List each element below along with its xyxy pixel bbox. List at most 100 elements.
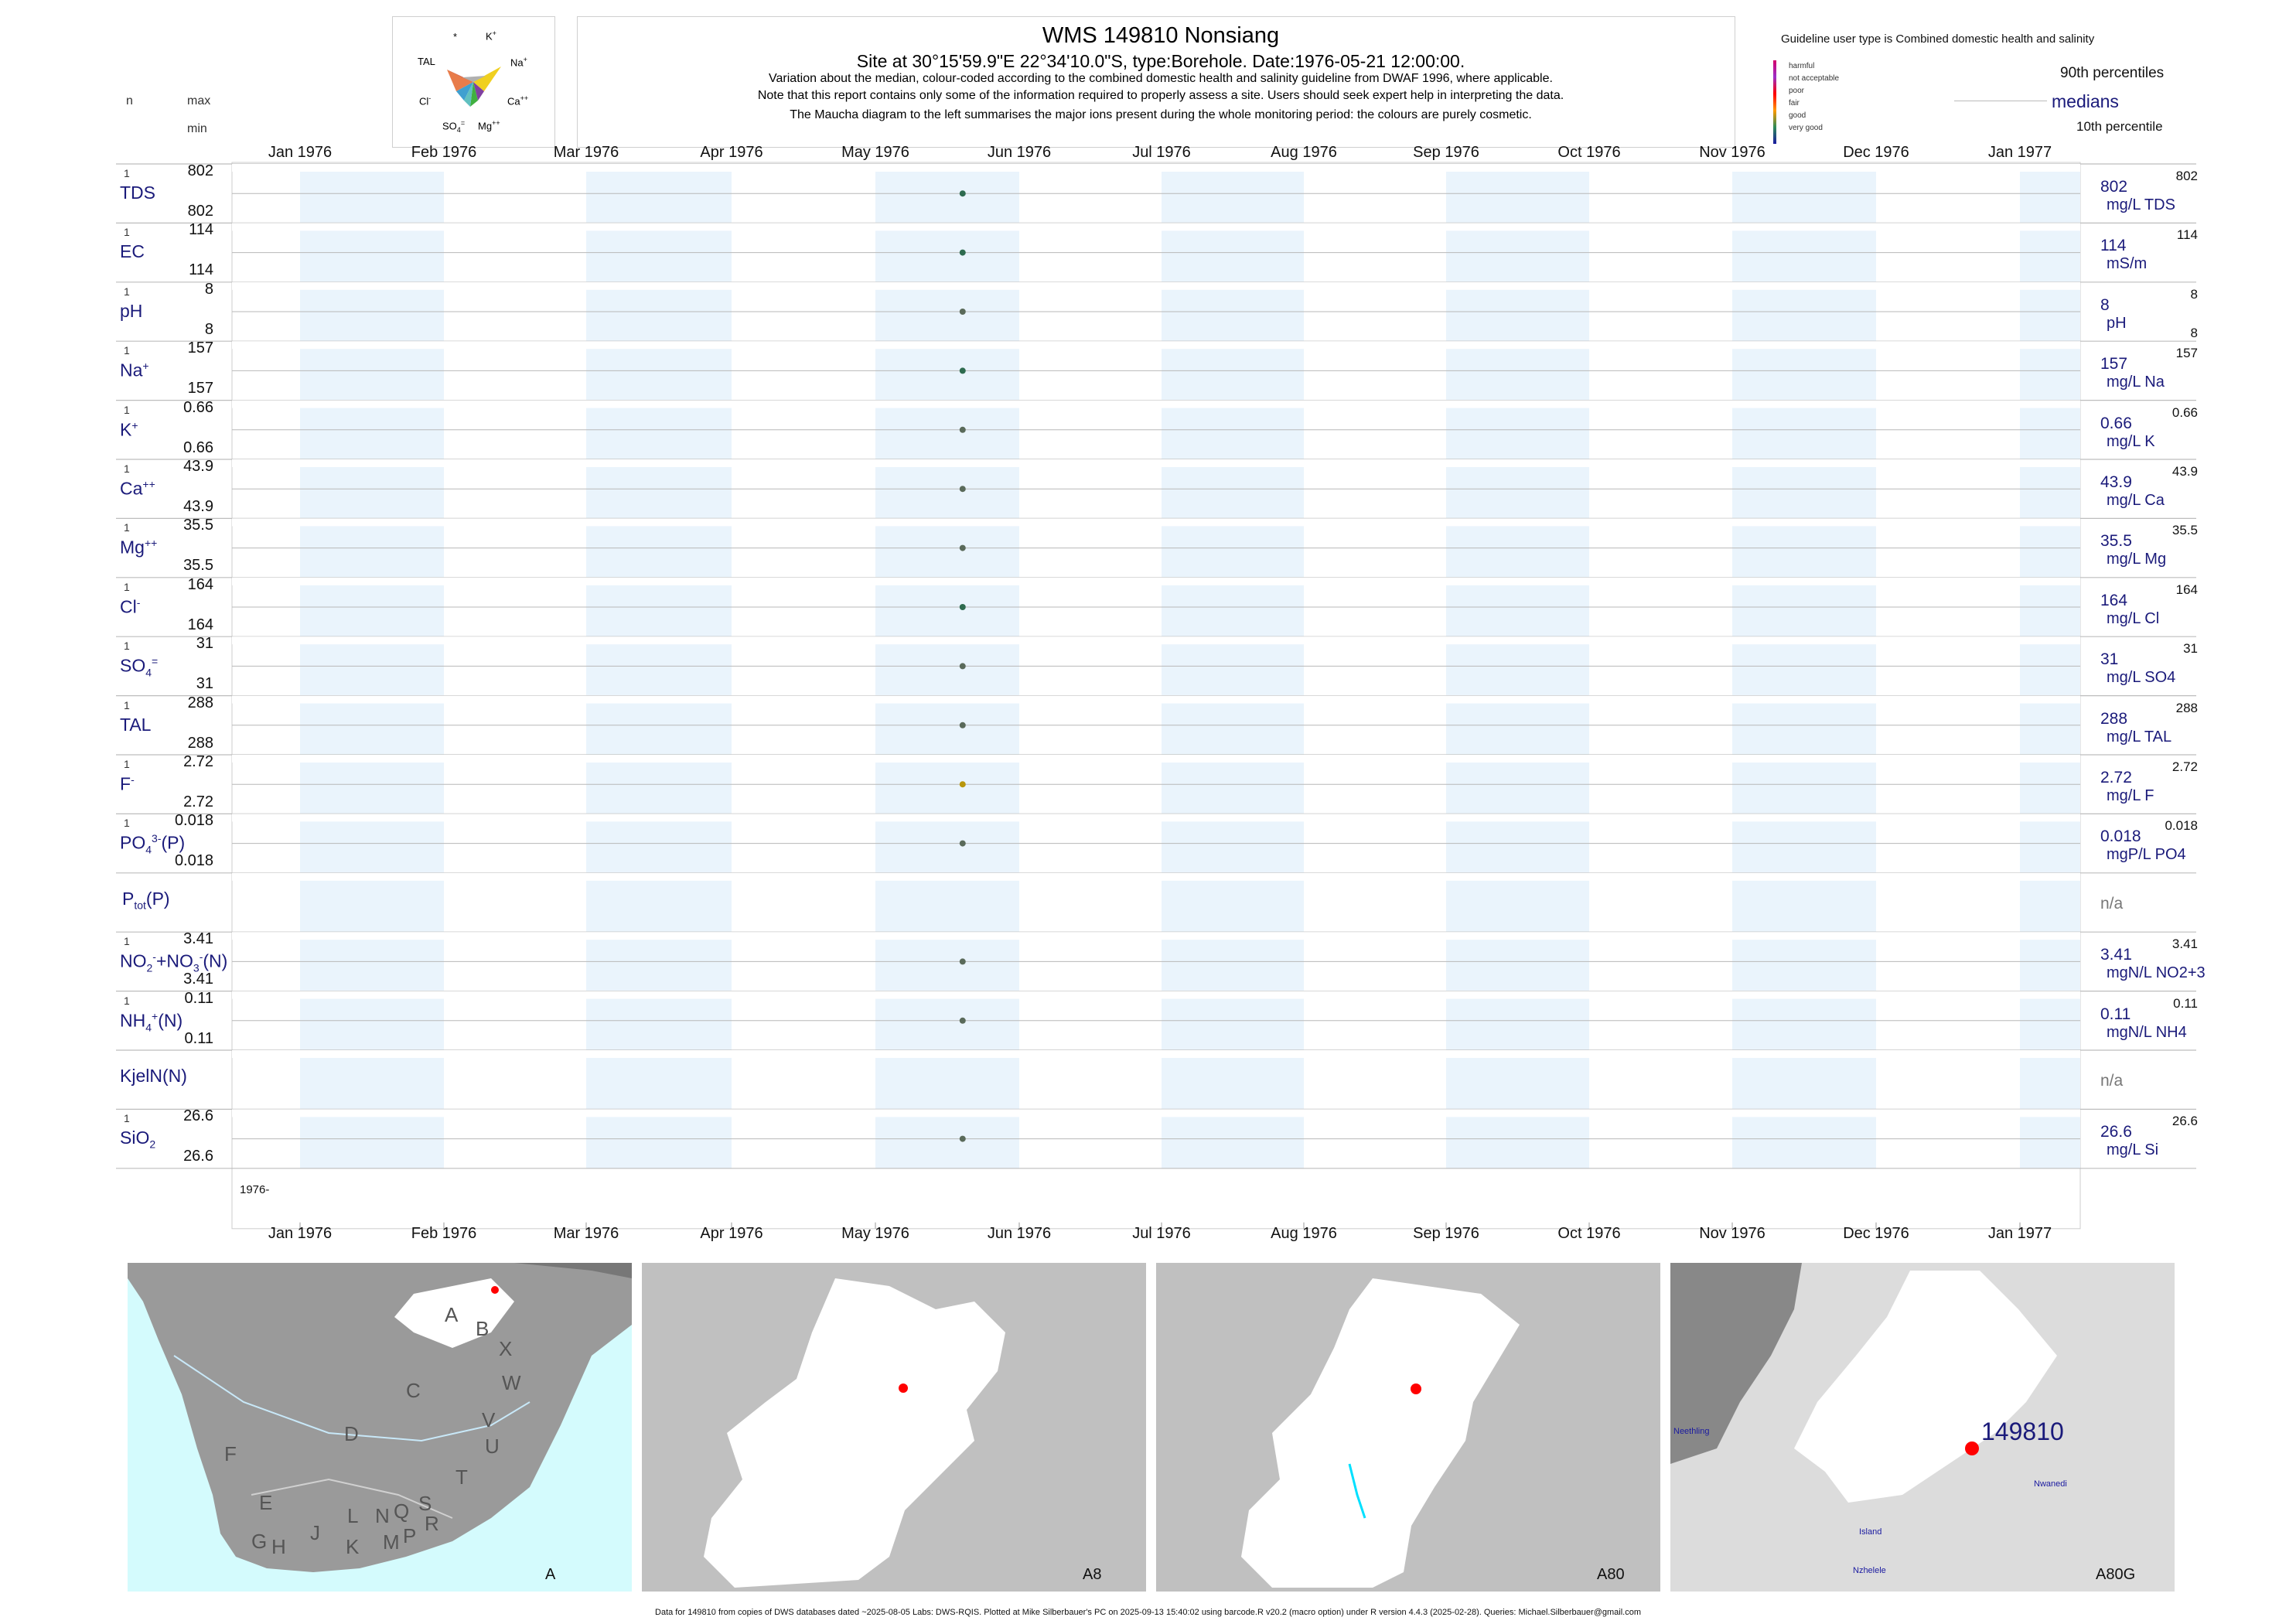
row-label: K+: [120, 418, 138, 440]
row-n-count: 1: [124, 994, 130, 1007]
x-axis-year-note: 1976-: [240, 1183, 270, 1196]
river-a80: [1348, 1463, 1366, 1519]
region-label: T: [455, 1465, 468, 1489]
maucha-tal: TAL: [418, 56, 435, 67]
data-point: [959, 249, 966, 256]
month-label-top: Sep 1976: [1413, 144, 1479, 161]
row-unit: mg/L Ca: [2107, 492, 2165, 509]
data-point: [959, 958, 966, 965]
catchment-a80: [1241, 1278, 1520, 1588]
region-label: R: [425, 1512, 439, 1535]
row-max-value: 35.5: [183, 517, 213, 534]
map2-label: A8: [1083, 1566, 1102, 1583]
row-p90-value: 31: [2183, 641, 2198, 657]
region-label: D: [344, 1422, 359, 1445]
month-label-bottom: Nov 1976: [1699, 1225, 1765, 1242]
row-p90-value: 114: [2176, 227, 2198, 243]
site-label: 149810: [1981, 1418, 2064, 1445]
region-label: C: [406, 1379, 421, 1402]
catchment-a8: [704, 1278, 1005, 1588]
row-max-value: 114: [189, 221, 213, 239]
legend-category: fair: [1789, 99, 1800, 107]
row-n-count: 1: [124, 640, 130, 653]
site-marker-a80: [1411, 1383, 1421, 1394]
row-median-value: 0.018: [2100, 827, 2141, 846]
row-n-count: 1: [124, 758, 130, 770]
row-max-value: 8: [204, 280, 213, 298]
maucha-diagram: * K+ TAL Na+ Cl- Ca++ SO4= Mg++: [392, 16, 555, 148]
data-point: [959, 1017, 966, 1024]
row-max-value: 164: [187, 575, 213, 593]
row-median-value: 3.41: [2100, 946, 2132, 964]
row-gap: [232, 341, 2080, 350]
row-p90-value: 802: [2175, 169, 2198, 183]
maucha-so4: SO4=: [442, 119, 466, 134]
row-gap: [232, 932, 2080, 940]
row-unit: mg/L Si: [2107, 1141, 2159, 1159]
month-label-top: Jun 1976: [987, 144, 1052, 161]
legend-p90: 90th percentiles: [2060, 65, 2165, 81]
row-min-value: 26.6: [183, 1148, 213, 1165]
month-label-top: Jan 1976: [268, 144, 333, 161]
month-label-top: Apr 1976: [700, 144, 763, 161]
month-label-bottom: Jan 1976: [268, 1225, 333, 1242]
region-label: N: [375, 1504, 390, 1527]
row-label: Ca++: [120, 478, 155, 499]
month-label-top: Jul 1976: [1132, 144, 1191, 161]
maucha-segment-3: [473, 67, 501, 91]
month-label-bottom: Oct 1976: [1557, 1225, 1621, 1242]
legend-category: poor: [1789, 87, 1805, 95]
region-label: L: [347, 1504, 359, 1527]
row-p10-value: 8: [2190, 325, 2198, 340]
month-label-top: Feb 1976: [411, 144, 477, 161]
maucha-segment-4: [473, 82, 484, 101]
legend-guideline-title: Guideline user type is Combined domestic…: [1781, 32, 2095, 46]
row-unit: mgN/L NO2+3: [2107, 964, 2206, 982]
region-label: X: [499, 1337, 513, 1360]
region-label: E: [259, 1491, 273, 1514]
maucha-segment-8: [462, 76, 486, 82]
place-nzhelele: Nzhelele: [1853, 1566, 1886, 1575]
row-max-value: 43.9: [183, 458, 213, 475]
row-unit: pH: [2107, 314, 2127, 332]
row-median-value: 26.6: [2100, 1123, 2132, 1141]
map-a8: A8: [642, 1263, 1146, 1592]
row-min-value: 0.11: [184, 1029, 213, 1047]
row-min-value: 3.41: [183, 971, 213, 988]
row-gap: [232, 814, 2080, 822]
row-max-value: 157: [187, 339, 213, 357]
row-gap: [232, 459, 2080, 467]
row-na: n/a: [2100, 1072, 2124, 1090]
row-n-count: 1: [124, 1112, 130, 1125]
row-n-count: 1: [124, 935, 130, 948]
place-island: Island: [1859, 1527, 1882, 1537]
row-unit: mg/L Cl: [2107, 609, 2160, 627]
row-na: n/a: [2100, 894, 2124, 913]
row-gap: [232, 636, 2080, 645]
page-title: WMS 149810 Nonsiang: [1042, 23, 1280, 48]
map1-label: A: [545, 1566, 556, 1583]
title-box: [577, 16, 1735, 148]
header-note-1: Variation about the median, colour-coded…: [769, 72, 1553, 85]
maucha-ca: Ca++: [507, 94, 529, 107]
col-header-max: max: [187, 94, 211, 107]
col-header-min: min: [187, 122, 207, 135]
month-label-bottom: Jun 1976: [987, 1225, 1052, 1242]
row-p90-value: 8: [2190, 286, 2198, 302]
data-point: [959, 840, 966, 847]
region-label: B: [476, 1317, 490, 1340]
row-unit: mg/L TDS: [2107, 196, 2175, 213]
maucha-segment-2: [456, 82, 473, 101]
row-gap: [232, 872, 2080, 881]
month-label-top: May 1976: [841, 144, 909, 161]
row-p90-value: 164: [2175, 582, 2198, 597]
row-gap: [232, 223, 2080, 231]
row-gap: [232, 1109, 2080, 1117]
row-max-value: 802: [187, 162, 213, 179]
region-label: V: [482, 1408, 496, 1431]
site-marker-a80g: [1965, 1441, 1979, 1455]
row-median-value: 157: [2100, 355, 2128, 374]
map-a80g: 149810 Neethling Nwanedi Island Nzhelele…: [1670, 1263, 2175, 1592]
maucha-k: K+: [486, 29, 496, 43]
month-label-bottom: Sep 1976: [1413, 1225, 1479, 1242]
